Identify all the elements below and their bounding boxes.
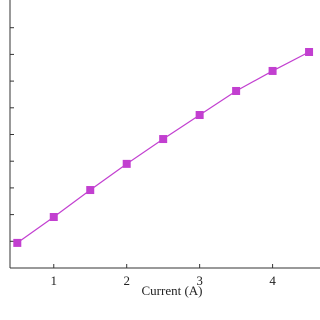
data-point bbox=[305, 47, 314, 56]
x-tick-label: 4 bbox=[269, 273, 276, 288]
data-point bbox=[49, 213, 58, 222]
data-point bbox=[86, 186, 95, 195]
data-point bbox=[159, 135, 168, 144]
x-axis-label: Current (A) bbox=[141, 283, 202, 298]
data-point bbox=[122, 159, 131, 168]
data-point bbox=[268, 66, 277, 75]
data-point bbox=[13, 238, 22, 247]
x-tick-label: 3 bbox=[196, 273, 203, 288]
x-tick-label: 1 bbox=[51, 273, 58, 288]
data-point bbox=[195, 111, 204, 120]
x-tick-label: 2 bbox=[123, 273, 130, 288]
data-point bbox=[232, 86, 241, 95]
series-line bbox=[16, 51, 310, 244]
